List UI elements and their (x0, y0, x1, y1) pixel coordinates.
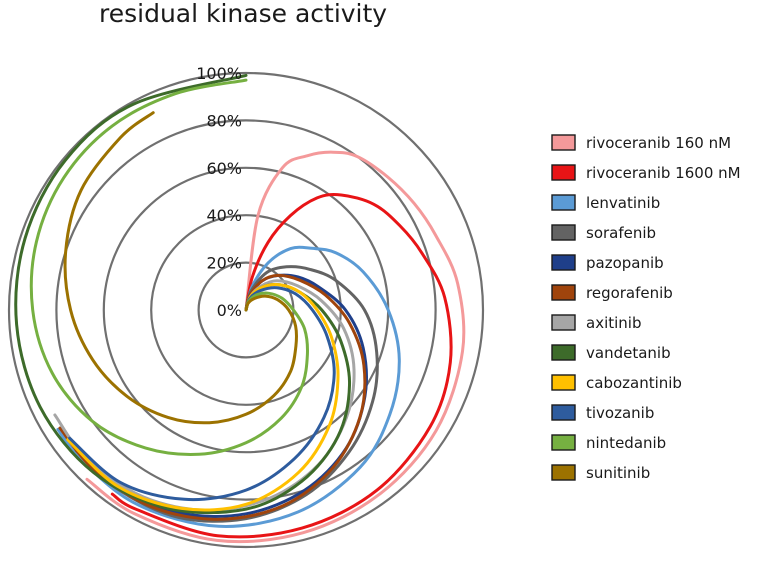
legend: rivoceranib 160 nM rivoceranib 1600 nM len… (551, 134, 741, 482)
grid-ring-100 (7, 71, 485, 549)
legend-swatch (551, 404, 576, 421)
radial-tick-label: 40% (206, 206, 242, 225)
legend-label: nintedanib (586, 434, 666, 452)
radial-tick-label: 100% (196, 64, 242, 83)
series-line-7 (14, 73, 352, 515)
legend-swatch (551, 374, 576, 391)
radial-tick-labels: 0% 20% 40% 60% 80% 100% (196, 64, 242, 320)
grid-ring-80 (55, 119, 437, 501)
legend-label: sorafenib (586, 224, 656, 242)
legend-swatch (551, 194, 576, 211)
series-line-8 (66, 283, 340, 512)
legend-label: rivoceranib 1600 nM (586, 164, 741, 182)
legend-label: vandetanib (586, 344, 671, 362)
series-line-9 (68, 286, 336, 502)
legend-label: rivoceranib 160 nM (586, 134, 731, 152)
legend-label: regorafenib (586, 284, 673, 302)
series-line-11 (63, 111, 298, 425)
radial-tick-label: 20% (206, 254, 242, 273)
legend-label: pazopanib (586, 254, 664, 272)
series-lines (14, 73, 466, 544)
legend-label: tivozanib (586, 404, 654, 422)
legend-label: sunitinib (586, 464, 650, 482)
chart-title: residual kinase activity (99, 0, 387, 28)
series-line-2 (56, 245, 401, 528)
series-line-1 (110, 193, 453, 539)
legend-swatch (551, 164, 576, 181)
legend-label: cabozantinib (586, 374, 682, 392)
legend-swatch (551, 344, 576, 361)
legend-swatch (551, 434, 576, 451)
series-line-10 (29, 78, 309, 456)
legend-label: lenvatinib (586, 194, 660, 212)
legend-swatch (551, 314, 576, 331)
legend-swatch (551, 284, 576, 301)
radial-tick-label: 80% (206, 111, 242, 130)
legend-swatch (551, 254, 576, 271)
series-line-0 (85, 150, 466, 544)
legend-swatch (551, 134, 576, 151)
series-line-3 (74, 265, 379, 523)
series-line-5 (58, 273, 367, 521)
radial-tick-label: 0% (217, 301, 242, 320)
legend-swatch (551, 224, 576, 241)
radial-tick-label: 60% (206, 159, 242, 178)
legend-label: axitinib (586, 314, 641, 332)
legend-swatch (551, 464, 576, 481)
